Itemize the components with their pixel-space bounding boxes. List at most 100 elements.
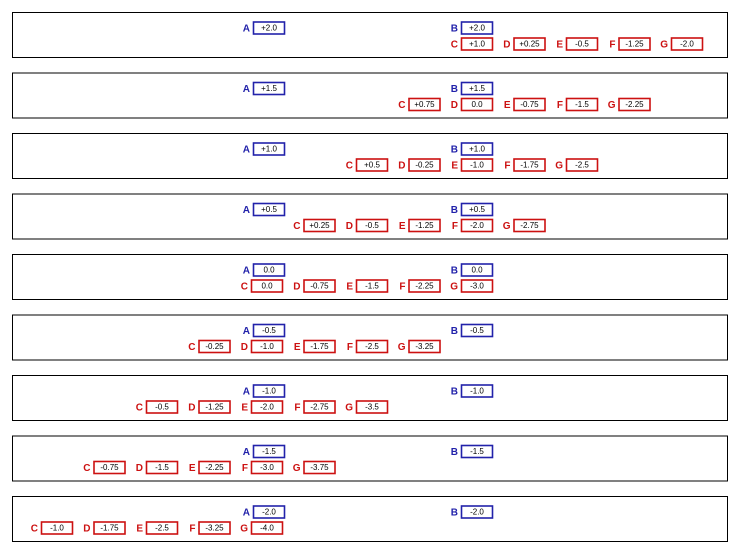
value-box (93, 460, 126, 475)
item-value: +1.0 (469, 40, 485, 49)
item-letter: C (451, 40, 458, 51)
item-letter: A (243, 84, 250, 95)
item-letter: F (609, 40, 615, 51)
row-box (12, 12, 728, 58)
item-value: -0.5 (365, 221, 379, 230)
value-box (460, 81, 494, 96)
value-box (93, 521, 126, 535)
value-box (460, 384, 494, 398)
item-letter: E (346, 282, 353, 293)
item-value: +0.5 (469, 205, 485, 214)
item-letter: C (346, 161, 353, 172)
item-value: -1.5 (155, 463, 169, 472)
item-letter: E (241, 403, 248, 414)
item-value: -1.0 (260, 342, 274, 351)
item-value: -4.0 (260, 524, 274, 533)
item-letter: E (136, 524, 143, 535)
item-value: +0.25 (519, 40, 540, 49)
item-letter: B (451, 508, 458, 519)
item-value: -0.5 (262, 326, 276, 335)
item-letter: C (398, 100, 405, 111)
item-value: +1.0 (469, 145, 485, 154)
item-letter: G (240, 524, 248, 535)
value-box (513, 97, 546, 112)
value-box (460, 444, 494, 459)
item-letter: F (504, 161, 510, 172)
value-box (198, 400, 231, 414)
item-letter: F (557, 100, 563, 111)
item-value: -1.75 (310, 342, 329, 351)
item-value: -3.25 (415, 342, 434, 351)
value-box (460, 142, 494, 156)
value-box (513, 158, 546, 172)
item-value: -1.25 (625, 40, 644, 49)
item-value: +2.0 (261, 24, 277, 33)
value-box (198, 339, 231, 354)
item-letter: D (83, 524, 90, 535)
value-box (513, 37, 546, 51)
item-value: -0.75 (310, 282, 329, 291)
item-value: -1.75 (100, 524, 119, 533)
value-box (252, 263, 286, 277)
value-box (250, 339, 284, 354)
value-box (565, 37, 599, 51)
item-value: -0.75 (100, 463, 119, 472)
item-value: -2.5 (155, 524, 169, 533)
value-box (250, 460, 284, 475)
value-box (145, 400, 179, 414)
value-box (460, 279, 494, 293)
item-letter: F (399, 282, 405, 293)
item-value: -0.25 (205, 342, 224, 351)
value-box (408, 339, 441, 354)
item-letter: C (31, 524, 38, 535)
item-letter: A (243, 266, 250, 277)
item-letter: B (451, 84, 458, 95)
row-box (12, 72, 728, 119)
value-box (460, 263, 494, 277)
item-value: +0.5 (261, 205, 277, 214)
item-value: 0.0 (471, 266, 483, 275)
value-box (303, 339, 336, 354)
value-box (565, 97, 599, 112)
item-value: -3.0 (470, 282, 484, 291)
item-value: -1.5 (575, 100, 589, 109)
row-box (12, 254, 728, 300)
value-box (408, 279, 441, 293)
row-box (12, 375, 728, 421)
item-letter: E (504, 100, 511, 111)
value-box (198, 521, 231, 535)
item-letter: B (451, 447, 458, 458)
item-letter: G (345, 403, 353, 414)
item-letter: B (451, 24, 458, 35)
value-box (355, 218, 389, 233)
item-value: -1.75 (520, 161, 539, 170)
item-value: -2.25 (415, 282, 434, 291)
item-value: -2.25 (625, 100, 644, 109)
item-letter: A (243, 145, 250, 156)
item-value: 0.0 (261, 282, 273, 291)
item-value: -2.75 (310, 403, 329, 412)
value-box (40, 521, 74, 535)
item-letter: D (503, 40, 510, 51)
item-value: -1.0 (470, 387, 484, 396)
item-letter: F (347, 342, 353, 353)
item-letter: A (243, 508, 250, 519)
item-letter: D (293, 282, 300, 293)
item-value: -2.5 (575, 161, 589, 170)
item-value: +1.5 (261, 84, 277, 93)
item-letter: A (243, 24, 250, 35)
item-letter: D (136, 463, 143, 474)
item-value: -0.25 (415, 161, 434, 170)
item-letter: E (189, 463, 196, 474)
item-letter: A (243, 447, 250, 458)
value-box (618, 37, 651, 51)
item-value: -0.75 (520, 100, 539, 109)
item-letter: G (398, 342, 406, 353)
value-box (252, 505, 286, 519)
value-box (618, 97, 651, 112)
item-value: -2.0 (470, 221, 484, 230)
value-box (460, 505, 494, 519)
value-box (145, 521, 179, 535)
value-box (460, 202, 494, 217)
row-box (12, 435, 728, 482)
